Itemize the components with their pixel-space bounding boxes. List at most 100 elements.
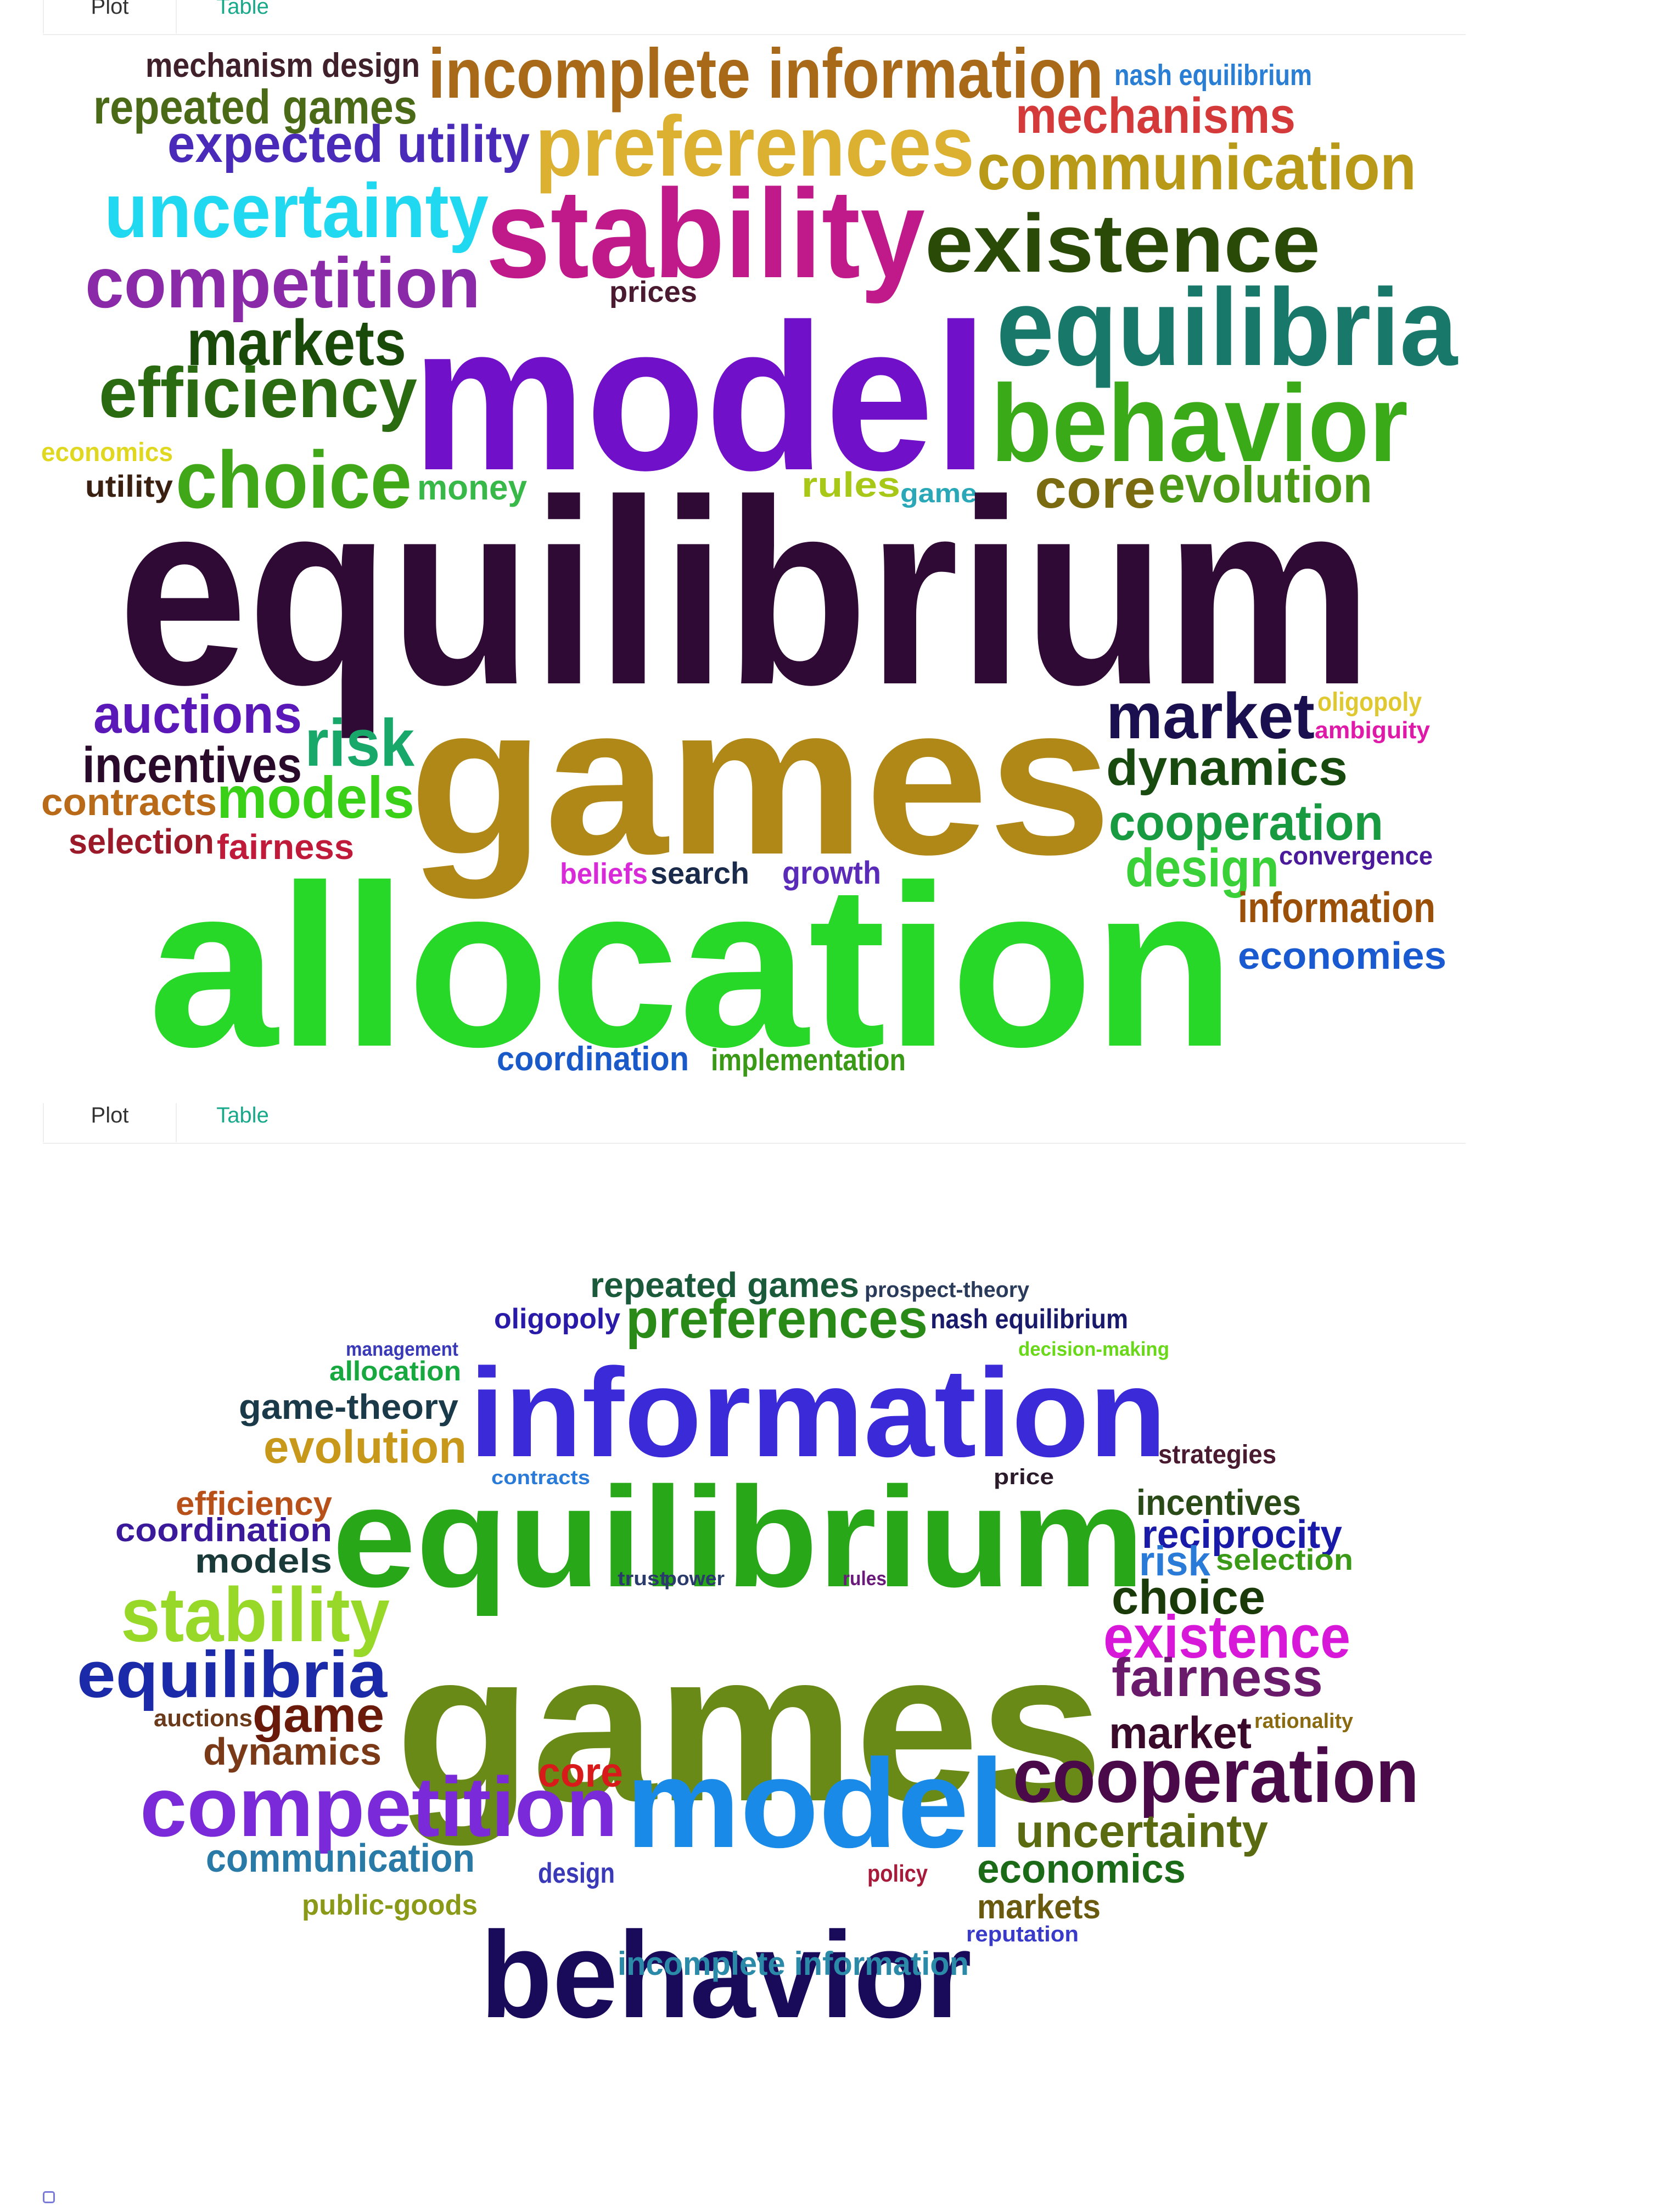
word-choice: choice bbox=[1112, 1570, 1265, 1624]
word-cloud: mechanism design incomplete information na… bbox=[0, 0, 1660, 1098]
word-information: information bbox=[1238, 883, 1435, 931]
word-money: money bbox=[417, 468, 527, 507]
word-games: games bbox=[395, 1607, 1103, 1847]
word-beliefs: beliefs bbox=[560, 857, 648, 890]
word-design: design bbox=[538, 1857, 615, 1889]
word-dynamics: dynamics bbox=[1106, 740, 1348, 796]
word-behavior: behavior bbox=[991, 362, 1408, 485]
word-coordination: coordination bbox=[497, 1040, 689, 1078]
word-incomplete-information: incomplete information bbox=[428, 35, 1103, 113]
word-auctions: auctions bbox=[93, 684, 302, 744]
word-games: games bbox=[409, 660, 1112, 900]
word-contracts: contracts bbox=[41, 781, 217, 823]
word-economics: economics bbox=[977, 1846, 1186, 1891]
word-risk: risk bbox=[1139, 1538, 1211, 1585]
word-contracts: contracts bbox=[491, 1466, 590, 1489]
tab-plot[interactable]: Plot bbox=[43, 0, 177, 34]
word-selection: selection bbox=[69, 822, 214, 861]
word-cloud: repeated games prospect-theory oligopoly pr… bbox=[0, 1103, 1660, 2201]
wordcloud-panel-2: Plot Table repeated games prospect-theory… bbox=[0, 1103, 1660, 2201]
tab-bar: Plot Table bbox=[43, 1103, 1466, 1144]
word-equilibrium: equilibrium bbox=[332, 1458, 1145, 1618]
word-incentives: incentives bbox=[1136, 1482, 1301, 1523]
word-reciprocity: reciprocity bbox=[1142, 1513, 1342, 1557]
word-evolution: evolution bbox=[1158, 456, 1372, 513]
word-selection: selection bbox=[1216, 1543, 1353, 1576]
word-preferences: preferences bbox=[626, 1288, 928, 1350]
word-nash-equilibrium: nash equilibrium bbox=[1114, 59, 1312, 92]
word-preferences: preferences bbox=[535, 99, 974, 194]
tab-table[interactable]: Table bbox=[216, 0, 269, 19]
word-equilibrium: equilibrium bbox=[118, 445, 1372, 741]
tab-bar: Plot Table bbox=[43, 0, 1466, 35]
word-public-goods: public-goods bbox=[302, 1889, 478, 1921]
word-cooperation: cooperation bbox=[1109, 795, 1383, 851]
word-mechanism-design: mechanism design bbox=[145, 47, 420, 85]
word-stability: stability bbox=[121, 1571, 390, 1658]
word-implementation: implementation bbox=[711, 1042, 906, 1077]
word-uncertainty: uncertainty bbox=[104, 167, 489, 254]
word-risk: risk bbox=[305, 705, 414, 780]
word-communication: communication bbox=[206, 1837, 475, 1880]
word-coordination: coordination bbox=[115, 1512, 332, 1548]
word-trust: trust bbox=[618, 1567, 667, 1590]
word-market: market bbox=[1106, 680, 1315, 753]
word-markets: markets bbox=[187, 307, 406, 379]
word-allocation: allocation bbox=[329, 1356, 461, 1386]
word-cloud-svg: mechanism design incomplete information na… bbox=[41, 35, 1459, 1095]
word-growth: growth bbox=[782, 855, 881, 891]
word-efficiency: efficiency bbox=[99, 352, 417, 433]
word-competition: competition bbox=[85, 243, 480, 323]
word-fairness: fairness bbox=[217, 827, 354, 867]
word-information: information bbox=[469, 1342, 1167, 1483]
word-cooperation: cooperation bbox=[1013, 1732, 1419, 1818]
word-uncertainty: uncertainty bbox=[1016, 1805, 1268, 1857]
word-repeated-games: repeated games bbox=[93, 80, 417, 134]
word-nash-equilibrium: nash equilibrium bbox=[930, 1304, 1128, 1334]
word-utility: utility bbox=[85, 469, 173, 503]
word-incentives: incentives bbox=[82, 737, 302, 793]
word-allocation: allocation bbox=[148, 838, 1235, 1095]
word-competition: competition bbox=[140, 1760, 618, 1854]
word-economics: economics bbox=[41, 438, 173, 467]
word-equilibria: equilibria bbox=[77, 1638, 388, 1711]
word-game: game bbox=[253, 1688, 384, 1743]
word-oligopoly: oligopoly bbox=[1317, 688, 1422, 717]
word-existence: existence bbox=[925, 197, 1320, 289]
word-auctions: auctions bbox=[154, 1705, 253, 1732]
word-models: models bbox=[195, 1542, 332, 1580]
word-models: models bbox=[217, 764, 414, 830]
tab-table[interactable]: Table bbox=[216, 1103, 269, 1127]
word-choice: choice bbox=[176, 435, 412, 525]
wordcloud-panel-1: Plot Table mechanism design incomplete in… bbox=[0, 0, 1660, 1098]
word-expected-utility: expected utility bbox=[167, 115, 530, 173]
word-rules: rules bbox=[801, 465, 900, 504]
word-model: model bbox=[626, 1733, 1005, 1874]
word-ambiguity: ambiguity bbox=[1315, 717, 1431, 744]
word-oligopoly: oligopoly bbox=[494, 1303, 620, 1335]
word-efficiency: efficiency bbox=[176, 1485, 333, 1522]
word-existence: existence bbox=[1103, 1603, 1350, 1671]
word-behavior: behavior bbox=[480, 1906, 972, 2043]
word-game-theory: game-theory bbox=[239, 1387, 458, 1427]
word-markets: markets bbox=[977, 1888, 1101, 1926]
word-incomplete-information: incomplete information bbox=[618, 1945, 969, 1982]
word-game: game bbox=[900, 479, 977, 508]
checkbox[interactable] bbox=[43, 2191, 55, 2203]
word-mechanisms: mechanisms bbox=[1016, 88, 1296, 144]
word-search: search bbox=[650, 856, 749, 890]
word-power: power bbox=[664, 1567, 725, 1590]
word-convergence: convergence bbox=[1279, 841, 1433, 870]
word-price: price bbox=[994, 1465, 1054, 1489]
word-policy: policy bbox=[867, 1860, 928, 1887]
word-rationality: rationality bbox=[1254, 1710, 1353, 1733]
tab-plot[interactable]: Plot bbox=[43, 1103, 177, 1143]
word-core: core bbox=[538, 1749, 623, 1796]
word-fairness: fairness bbox=[1112, 1647, 1323, 1708]
word-equilibria: equilibria bbox=[996, 266, 1459, 389]
word-design: design bbox=[1125, 838, 1279, 898]
word-prospect-theory: prospect-theory bbox=[865, 1278, 1030, 1302]
word-prices: prices bbox=[609, 276, 697, 308]
word-decision-making: decision-making bbox=[1018, 1338, 1169, 1360]
